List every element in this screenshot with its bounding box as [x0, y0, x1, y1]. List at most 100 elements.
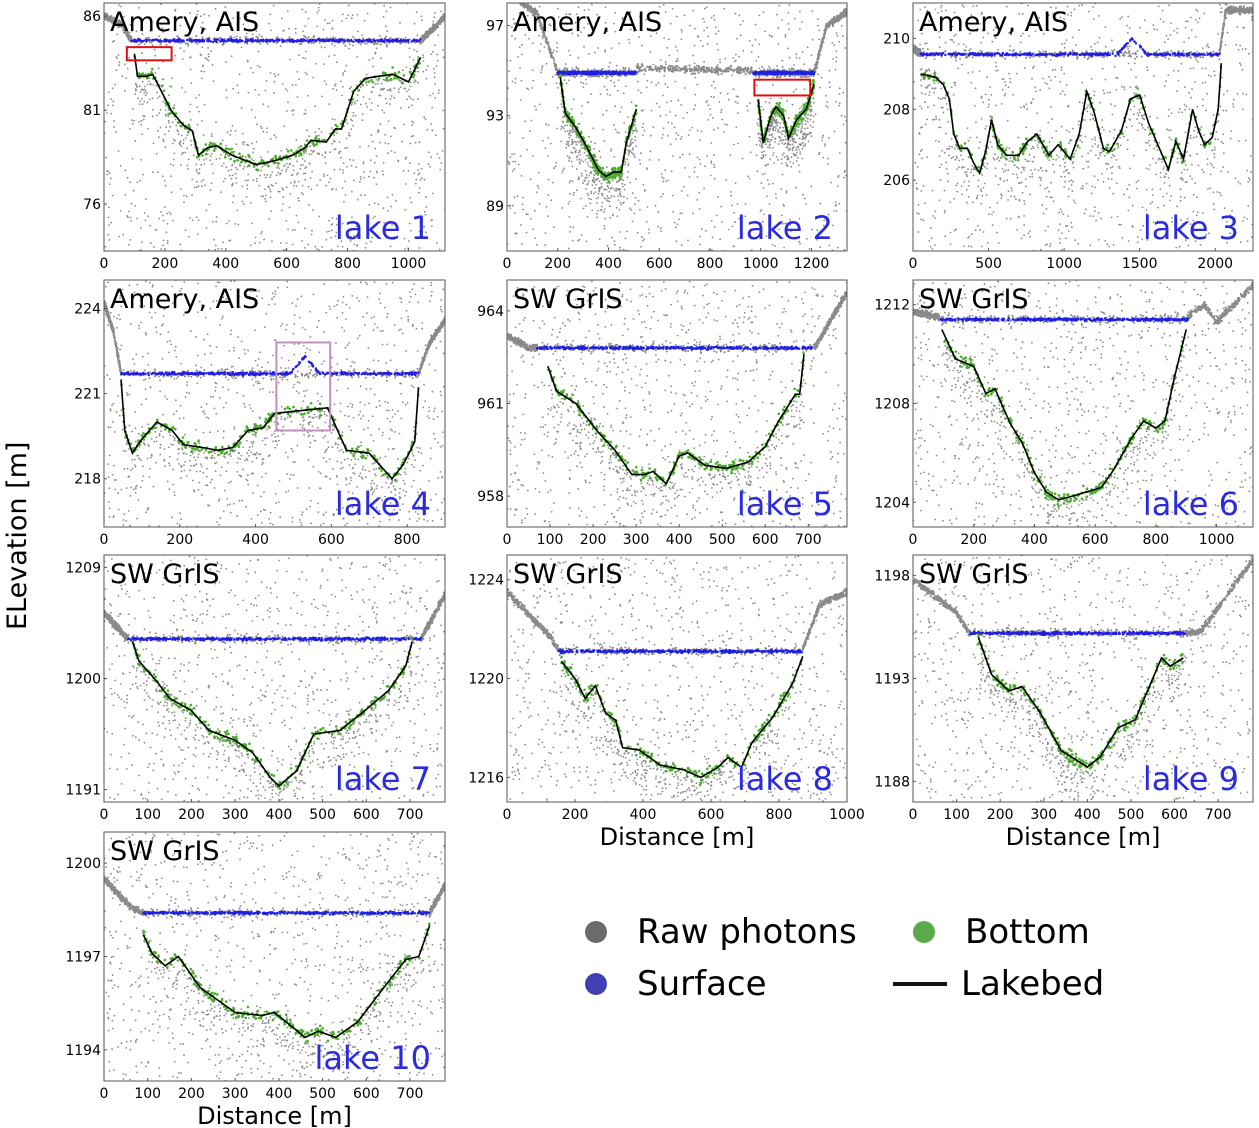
raw-photon-point: [560, 140, 563, 143]
raw-photon-point: [702, 67, 705, 70]
raw-photons-series: [104, 3, 445, 251]
raw-photon-point: [442, 127, 445, 130]
raw-photon-point: [304, 11, 307, 14]
raw-photon-point: [744, 215, 747, 218]
raw-photon-point: [834, 68, 837, 71]
surface-point: [198, 39, 201, 42]
surface-point: [352, 40, 355, 43]
raw-photon-point: [821, 139, 824, 142]
raw-photon-point: [107, 91, 110, 94]
raw-photon-point: [734, 182, 737, 185]
raw-photon-point: [149, 224, 152, 227]
raw-photon-point: [655, 102, 658, 105]
raw-photon-point: [583, 46, 585, 48]
raw-photon-point: [421, 40, 424, 43]
raw-photon-point: [379, 94, 382, 97]
raw-photon-point: [122, 233, 125, 236]
raw-photon-point: [754, 23, 757, 26]
raw-photon-point: [692, 54, 695, 57]
raw-photon-point: [554, 65, 557, 68]
raw-photon-point: [269, 13, 272, 16]
raw-photon-point: [519, 0, 521, 2]
raw-photon-point: [578, 162, 581, 165]
raw-photon-point: [144, 85, 146, 88]
raw-photon-point: [673, 221, 676, 224]
raw-photon-point: [429, 94, 432, 97]
raw-photon-point: [630, 23, 633, 26]
raw-photon-point: [413, 81, 415, 84]
raw-photon-point: [778, 4, 781, 7]
raw-photon-point: [269, 176, 272, 179]
raw-photon-point: [529, 217, 532, 220]
raw-photon-point: [693, 44, 696, 47]
raw-photon-point: [316, 184, 318, 187]
surface-point: [290, 39, 293, 43]
raw-photon-point: [773, 162, 775, 164]
raw-photon-point: [151, 97, 154, 100]
raw-photon-point: [376, 171, 378, 174]
raw-photon-point: [439, 18, 442, 21]
raw-photon-point: [352, 35, 355, 38]
raw-photon-point: [619, 69, 622, 72]
raw-photon-point: [275, 136, 278, 139]
raw-photon-point: [165, 44, 168, 46]
raw-photon-point: [803, 63, 806, 65]
raw-photon-point: [419, 179, 422, 181]
raw-photon-point: [160, 248, 163, 251]
raw-photon-point: [310, 149, 313, 152]
surface-point: [137, 37, 140, 41]
raw-photon-point: [179, 140, 182, 143]
raw-photon-point: [801, 106, 803, 108]
raw-photon-point: [432, 92, 434, 95]
raw-photon-point: [333, 44, 336, 47]
bottom-point: [160, 84, 164, 88]
bottom-point: [247, 164, 251, 167]
raw-photon-point: [258, 184, 261, 187]
raw-photon-point: [333, 84, 336, 87]
bottom-point: [187, 123, 190, 127]
raw-photon-point: [246, 184, 249, 187]
raw-photon-point: [563, 115, 566, 118]
raw-photon-point: [274, 75, 277, 78]
raw-photon-point: [251, 36, 254, 39]
raw-photon-point: [348, 41, 351, 44]
raw-photon-point: [111, 40, 114, 43]
raw-photon-point: [541, 26, 544, 29]
raw-photon-point: [819, 246, 822, 249]
raw-photon-point: [190, 144, 193, 146]
raw-photon-point: [812, 75, 815, 77]
raw-photon-point: [645, 167, 648, 170]
raw-photon-point: [165, 231, 168, 234]
raw-photon-point: [592, 192, 595, 195]
raw-photon-point: [180, 153, 183, 156]
raw-photon-point: [762, 11, 765, 14]
raw-photon-point: [141, 103, 144, 106]
raw-photon-point: [423, 178, 426, 181]
raw-photon-point: [183, 41, 186, 44]
raw-photon-point: [427, 65, 429, 67]
raw-photon-point: [588, 53, 590, 55]
raw-photon-point: [162, 244, 165, 247]
raw-photon-point: [645, 18, 648, 21]
raw-photon-point: [179, 164, 182, 166]
raw-photon-point: [201, 65, 204, 68]
raw-photon-point: [788, 56, 791, 59]
raw-photon-point: [585, 83, 588, 85]
raw-photon-point: [196, 42, 199, 45]
raw-photon-point: [626, 230, 628, 233]
lake-label: lake 1: [335, 209, 431, 247]
raw-photon-point: [818, 29, 821, 32]
raw-photon-point: [769, 67, 772, 70]
raw-photon-point: [531, 87, 533, 89]
raw-photon-point: [717, 73, 720, 76]
surface-point: [201, 40, 205, 43]
raw-photon-point: [675, 132, 678, 135]
raw-photon-point: [575, 156, 578, 159]
bottom-point: [397, 70, 401, 74]
raw-photon-point: [392, 238, 395, 241]
raw-photon-point: [834, 201, 837, 204]
raw-photon-point: [174, 15, 177, 18]
raw-photon-point: [342, 172, 344, 174]
raw-photon-point: [270, 210, 272, 213]
raw-photon-point: [384, 97, 387, 100]
